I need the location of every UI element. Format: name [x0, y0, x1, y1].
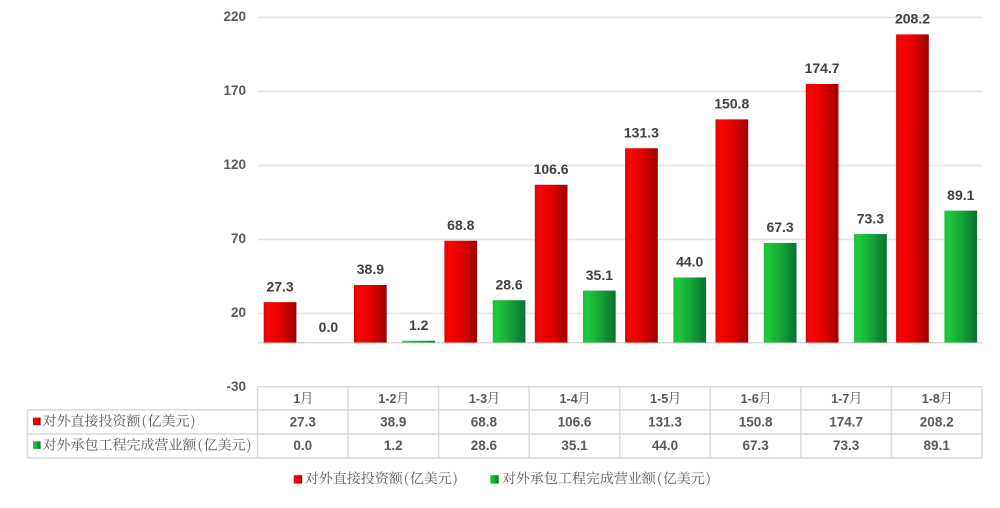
svg-text:0.0: 0.0: [293, 438, 312, 453]
svg-text:20: 20: [231, 305, 246, 320]
svg-text:38.9: 38.9: [357, 261, 384, 277]
svg-text:170: 170: [223, 83, 246, 98]
svg-text:1-2: 1-2: [378, 392, 396, 406]
svg-text:106.6: 106.6: [558, 414, 592, 429]
svg-text:1-8: 1-8: [922, 392, 940, 406]
svg-text:89.1: 89.1: [924, 438, 951, 453]
svg-text:67.3: 67.3: [766, 219, 793, 235]
svg-text:68.8: 68.8: [447, 217, 474, 233]
svg-text:89.1: 89.1: [947, 187, 974, 203]
svg-text:174.7: 174.7: [829, 414, 863, 429]
svg-text:1-6: 1-6: [741, 392, 759, 406]
svg-text:68.8: 68.8: [471, 414, 498, 429]
svg-text:73.3: 73.3: [857, 210, 884, 226]
svg-text:67.3: 67.3: [742, 438, 769, 453]
svg-text:73.3: 73.3: [833, 438, 860, 453]
svg-text:150.8: 150.8: [739, 414, 773, 429]
svg-text:131.3: 131.3: [648, 414, 682, 429]
svg-text:208.2: 208.2: [920, 414, 954, 429]
svg-text:1.2: 1.2: [409, 317, 429, 333]
svg-text:208.2: 208.2: [895, 11, 930, 27]
svg-text:-30: -30: [226, 379, 246, 394]
svg-text:220: 220: [223, 9, 246, 24]
svg-text:174.7: 174.7: [805, 60, 840, 76]
svg-text:1-4: 1-4: [560, 392, 578, 406]
svg-text:27.3: 27.3: [266, 278, 293, 294]
svg-text:28.6: 28.6: [471, 438, 498, 453]
svg-text:44.0: 44.0: [676, 254, 703, 270]
svg-text:150.8: 150.8: [714, 96, 749, 112]
svg-text:35.1: 35.1: [561, 438, 588, 453]
svg-text:0.0: 0.0: [319, 319, 339, 335]
svg-text:70: 70: [231, 231, 246, 246]
svg-text:1-5: 1-5: [650, 392, 668, 406]
svg-text:27.3: 27.3: [290, 414, 317, 429]
svg-text:38.9: 38.9: [380, 414, 406, 429]
svg-text:35.1: 35.1: [586, 267, 613, 283]
svg-text:131.3: 131.3: [624, 124, 659, 140]
svg-text:28.6: 28.6: [495, 276, 522, 292]
svg-text:1: 1: [293, 392, 300, 406]
svg-text:44.0: 44.0: [652, 438, 678, 453]
svg-text:106.6: 106.6: [534, 161, 569, 177]
svg-text:120: 120: [223, 157, 246, 172]
svg-text:1-3: 1-3: [469, 392, 487, 406]
svg-text:1-7: 1-7: [831, 392, 849, 406]
svg-text:1.2: 1.2: [384, 438, 403, 453]
